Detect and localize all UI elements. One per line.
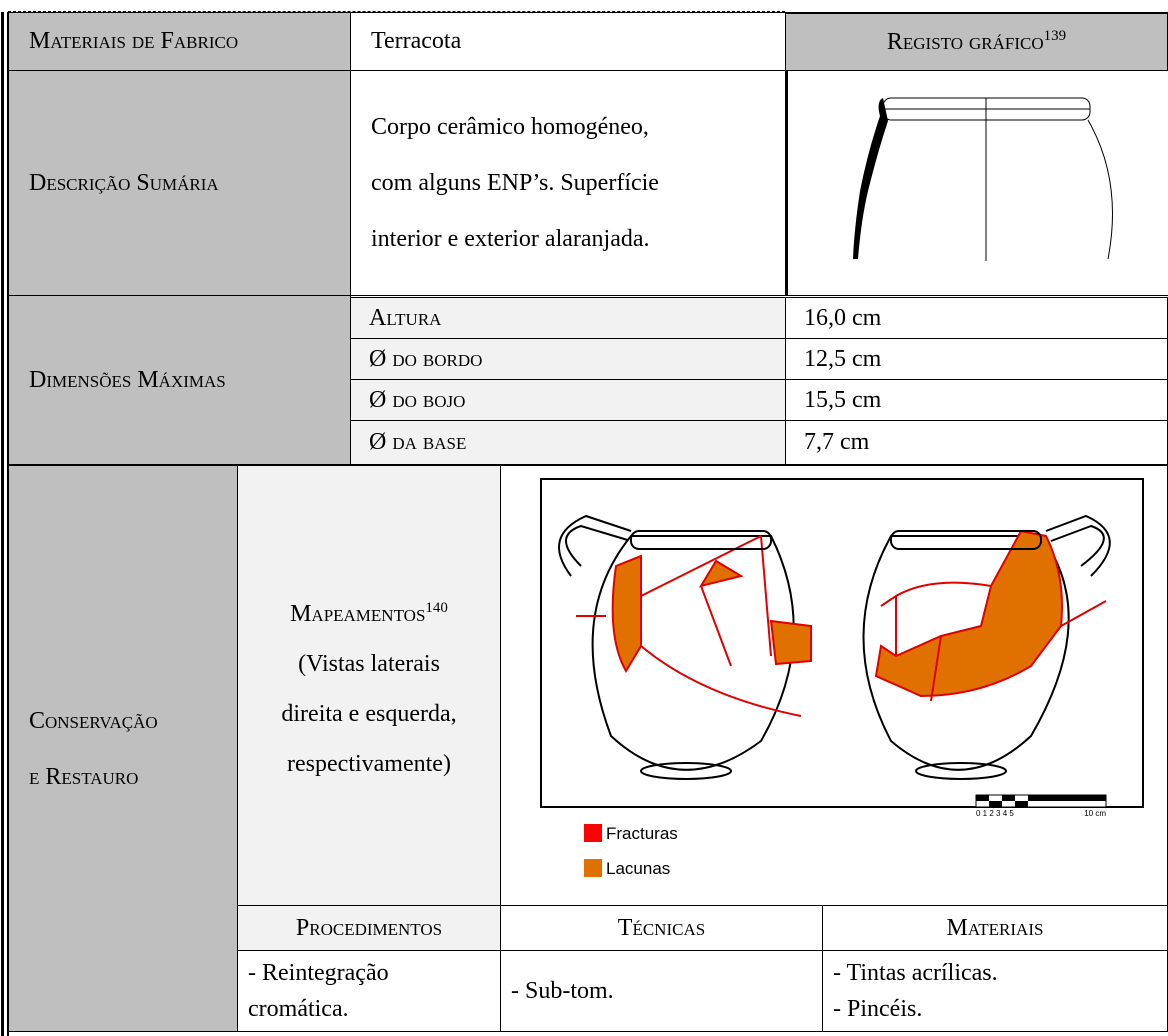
scale-cell [989, 801, 1002, 807]
scale-label: 0 1 2 3 4 5 [976, 809, 1014, 818]
base [640, 762, 732, 780]
legend-swatch [584, 859, 602, 877]
mapping-title: Mapeamentos140 [290, 583, 448, 639]
line: - Sub-tom. [511, 977, 614, 1004]
handle [1045, 514, 1111, 577]
header-cell: Técnicas [500, 905, 823, 951]
value: 12,5 cm [804, 345, 882, 372]
legend-label: Fracturas [606, 824, 678, 843]
value: 15,5 cm [804, 386, 882, 413]
rim [890, 530, 1042, 550]
handle [558, 514, 632, 577]
scale-cell [976, 795, 989, 801]
label: Ø do bojo [369, 386, 466, 413]
line: (Vistas laterais [298, 650, 440, 677]
header: Técnicas [617, 914, 706, 941]
header-cell: Materiais [822, 905, 1168, 951]
lacuna [769, 619, 812, 666]
dim-label: Ø da base [350, 420, 786, 465]
scale-cell [1002, 795, 1015, 801]
mapping-cell: Mapeamentos140 (Vistas laterais direita … [237, 464, 501, 906]
line: interior e exterior alaranjada. [371, 226, 650, 252]
value: 16,0 cm [804, 304, 882, 331]
rim [630, 530, 772, 550]
scale-cell [1041, 795, 1106, 801]
materials-cell: - Tintas acrílicas. - Pincéis. [822, 950, 1168, 1032]
line: cromática. [248, 996, 349, 1022]
label: Ø do bordo [369, 345, 483, 372]
technique-cell: - Sub-tom. [500, 950, 823, 1032]
legend-label: Lacunas [606, 859, 670, 878]
scale-bar: 0 1 2 3 4 5 10 cm [975, 794, 1107, 818]
fabric-value: Terracota [350, 12, 786, 71]
dim-label: Ø do bojo [350, 379, 786, 421]
lacuna [698, 559, 744, 588]
profile [853, 98, 888, 259]
border-left [1, 12, 4, 1036]
line: respectivamente) [287, 750, 451, 777]
legend-swatch [584, 824, 602, 842]
mapping-image-cell: 0 1 2 3 4 5 10 cm Fracturas Lacunas [500, 464, 1168, 906]
line: - Pincéis. [833, 996, 923, 1022]
value: 7,7 cm [804, 429, 870, 455]
profile-drawing [853, 97, 1113, 261]
description-label: Descrição Sumária [8, 70, 351, 296]
border-top [8, 11, 785, 12]
header: Materiais [946, 914, 1044, 941]
base [915, 762, 1007, 780]
line: Corpo cerâmico homogéneo, [371, 114, 649, 140]
fractures [880, 581, 1107, 702]
footnote: 139 [1043, 28, 1067, 44]
conservation-label: Conservação e Restauro [8, 464, 238, 1032]
header-cell: Procedimentos [237, 905, 501, 951]
description-text: Corpo cerâmico homogéneo, com alguns ENP… [350, 70, 786, 296]
fabric-label: Materiais de Fabrico [8, 12, 351, 71]
dim-value: 7,7 cm [785, 420, 1168, 465]
graphic-label: Registo gráfico139 [785, 12, 1168, 71]
fractures [576, 535, 802, 717]
heading: Registo gráfico139 [887, 28, 1066, 56]
label: Ø da base [369, 429, 467, 455]
label: Registo gráfico [886, 29, 1044, 55]
footnote: 140 [425, 599, 448, 616]
dim-label: Altura [350, 297, 786, 339]
line: - Reintegração [248, 960, 389, 986]
pot-right [862, 514, 1111, 780]
label: Mapeamentos [290, 600, 426, 627]
mapping-image: 0 1 2 3 4 5 10 cm Fracturas Lacunas [540, 478, 1144, 878]
label: Altura [369, 304, 442, 331]
line: e Restauro [29, 763, 139, 790]
line: com alguns ENP’s. Superfície [371, 170, 659, 196]
header: Procedimentos [295, 914, 443, 941]
scale-label: 10 cm [1084, 809, 1106, 818]
label: Descrição Sumária [29, 169, 219, 196]
scale-cell [1015, 801, 1028, 807]
label: Dimensões Máximas [29, 367, 226, 393]
dim-label: Ø do bordo [350, 338, 786, 380]
line: - Tintas acrílicas. [833, 960, 998, 986]
line: Conservação [29, 707, 158, 734]
procedure-cell: - Reintegração cromática. [237, 950, 501, 1032]
value: Terracota [371, 28, 462, 54]
lacuna [611, 554, 642, 673]
dimensions-label: Dimensões Máximas [8, 295, 351, 466]
pot-left [558, 514, 812, 780]
label: Materiais de Fabrico [29, 28, 239, 54]
line: direita e esquerda, [281, 700, 457, 727]
dim-value: 12,5 cm [785, 338, 1168, 380]
dim-value: 15,5 cm [785, 379, 1168, 421]
drawing-cell [785, 70, 1168, 296]
dim-value: 16,0 cm [785, 297, 1168, 339]
outline [1087, 119, 1113, 260]
lacuna [874, 529, 1063, 698]
scale-cell [1028, 795, 1041, 801]
